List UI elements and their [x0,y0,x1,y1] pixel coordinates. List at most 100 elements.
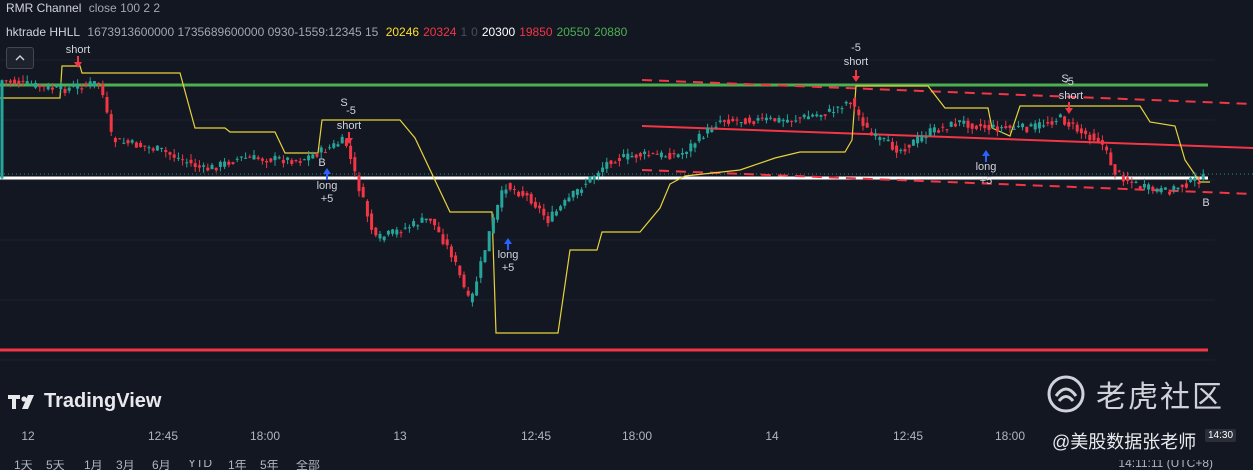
candle-body [1113,164,1117,175]
candle-body [462,274,466,288]
candle-body [181,159,185,161]
range-button[interactable]: 全部 [296,460,321,470]
candle-body [710,129,714,133]
indicator-value-6: 20550 [556,25,590,39]
indicator-name[interactable]: hktrade HHLL [6,25,81,39]
candle-body [483,250,487,263]
candle-body [332,143,336,148]
candle-body [290,160,294,164]
candle-body [945,129,949,131]
indicator-legend-rmr[interactable]: RMR Channel close 100 2 2 [6,1,164,15]
candle-body [311,154,315,159]
channel-mid-line [641,125,1253,149]
candle-body [1193,177,1197,181]
candle-body [571,190,575,198]
candle-body [853,98,857,107]
signal-label-long: +5 [980,175,993,187]
candle-body [80,88,84,90]
candle-body [428,218,432,221]
candle-body [176,157,180,159]
candle-body [580,189,584,193]
candle-body [874,133,878,137]
candle-body [71,85,75,87]
candle-body [286,157,290,160]
indicator-name[interactable]: RMR Channel [6,1,82,15]
candle-body [844,101,848,104]
candlesticks [0,75,1205,307]
candle-body [223,161,227,167]
candle-body [386,230,390,235]
trailing-stop-path [0,65,1210,334]
candle-body [407,227,411,229]
candle-body [626,153,630,160]
candle-body [890,141,894,150]
tradingview-logo-icon [8,394,34,409]
candle-body [1180,184,1184,188]
candle-body [445,239,449,246]
candle-body [1092,133,1096,141]
candle-body [697,133,701,142]
time-axis-label: 18:00 [249,429,281,443]
range-button[interactable]: 1月 [84,460,103,470]
candle-body [34,82,38,88]
candle-body [227,161,231,165]
candle-body [1042,125,1046,127]
signal-label-marker: B [318,157,325,169]
candle-body [836,106,840,108]
candle-body [59,85,63,89]
candle-body [785,119,789,123]
range-button[interactable]: 6月 [152,460,171,470]
candle-body [991,124,995,128]
candle-body [701,137,705,139]
indicator-value-7: 20880 [593,25,628,39]
candle-body [932,127,936,133]
range-button[interactable]: 5天 [46,460,65,470]
time-axis-label: 12:45 [147,429,179,443]
indicator-args: close 100 2 2 [88,1,161,15]
candle-body [546,216,550,224]
range-button[interactable]: 5年 [260,460,279,470]
range-button[interactable]: YTD [188,460,212,470]
candle-body [88,81,92,85]
range-button[interactable]: 1年 [228,460,247,470]
time-axis[interactable]: 12 12:45 18:00 13 12:45 18:00 14 12:45 18:00 [0,425,1253,449]
candle-body [802,114,806,118]
candle-body [735,119,739,121]
candle-body [458,265,462,276]
candle-body [218,161,222,167]
candle-body [420,217,424,223]
range-button[interactable]: 1天 [14,460,33,470]
signal-label-long: long [317,180,338,192]
range-button[interactable]: 3月 [116,460,135,470]
candle-body [441,234,445,245]
chart-area[interactable]: short -5 short long +5 long +5 -5 short -5 short lo… [0,0,1253,425]
candle-body [554,211,558,216]
time-axis-label: 12 [21,429,35,443]
candle-body [197,165,201,168]
signal-label-marker: B [1202,197,1209,209]
candle-body [281,159,285,164]
candle-body [722,120,726,122]
candle-body [1117,170,1121,172]
candle-body [273,155,277,161]
candle-body [1134,181,1138,183]
price-chart[interactable]: short-5shortlong+5long+5-5short-5shortlo… [0,0,1253,425]
candle-body [622,154,626,157]
candle-body [865,122,869,128]
candle-body [878,137,882,141]
candle-body [67,87,71,91]
candle-body [676,154,680,158]
signal-label-short: short [1059,90,1083,102]
time-axis-label: 18:00 [994,429,1026,443]
collapse-legend-button[interactable] [6,47,34,69]
indicator-legend-hhll[interactable]: hktrade HHLL 1673913600000 1735689600000… [6,25,635,39]
candle-body [962,120,966,124]
signal-label-long: +5 [502,262,515,274]
candle-body [449,246,453,258]
candle-body [260,158,264,161]
candle-body [605,162,609,169]
candle-body [172,154,176,158]
signal-label-long: +5 [321,193,334,205]
candle-body [1037,122,1041,129]
timezone-readout[interactable]: 14:11:11 (UTC+8) [1118,460,1213,470]
